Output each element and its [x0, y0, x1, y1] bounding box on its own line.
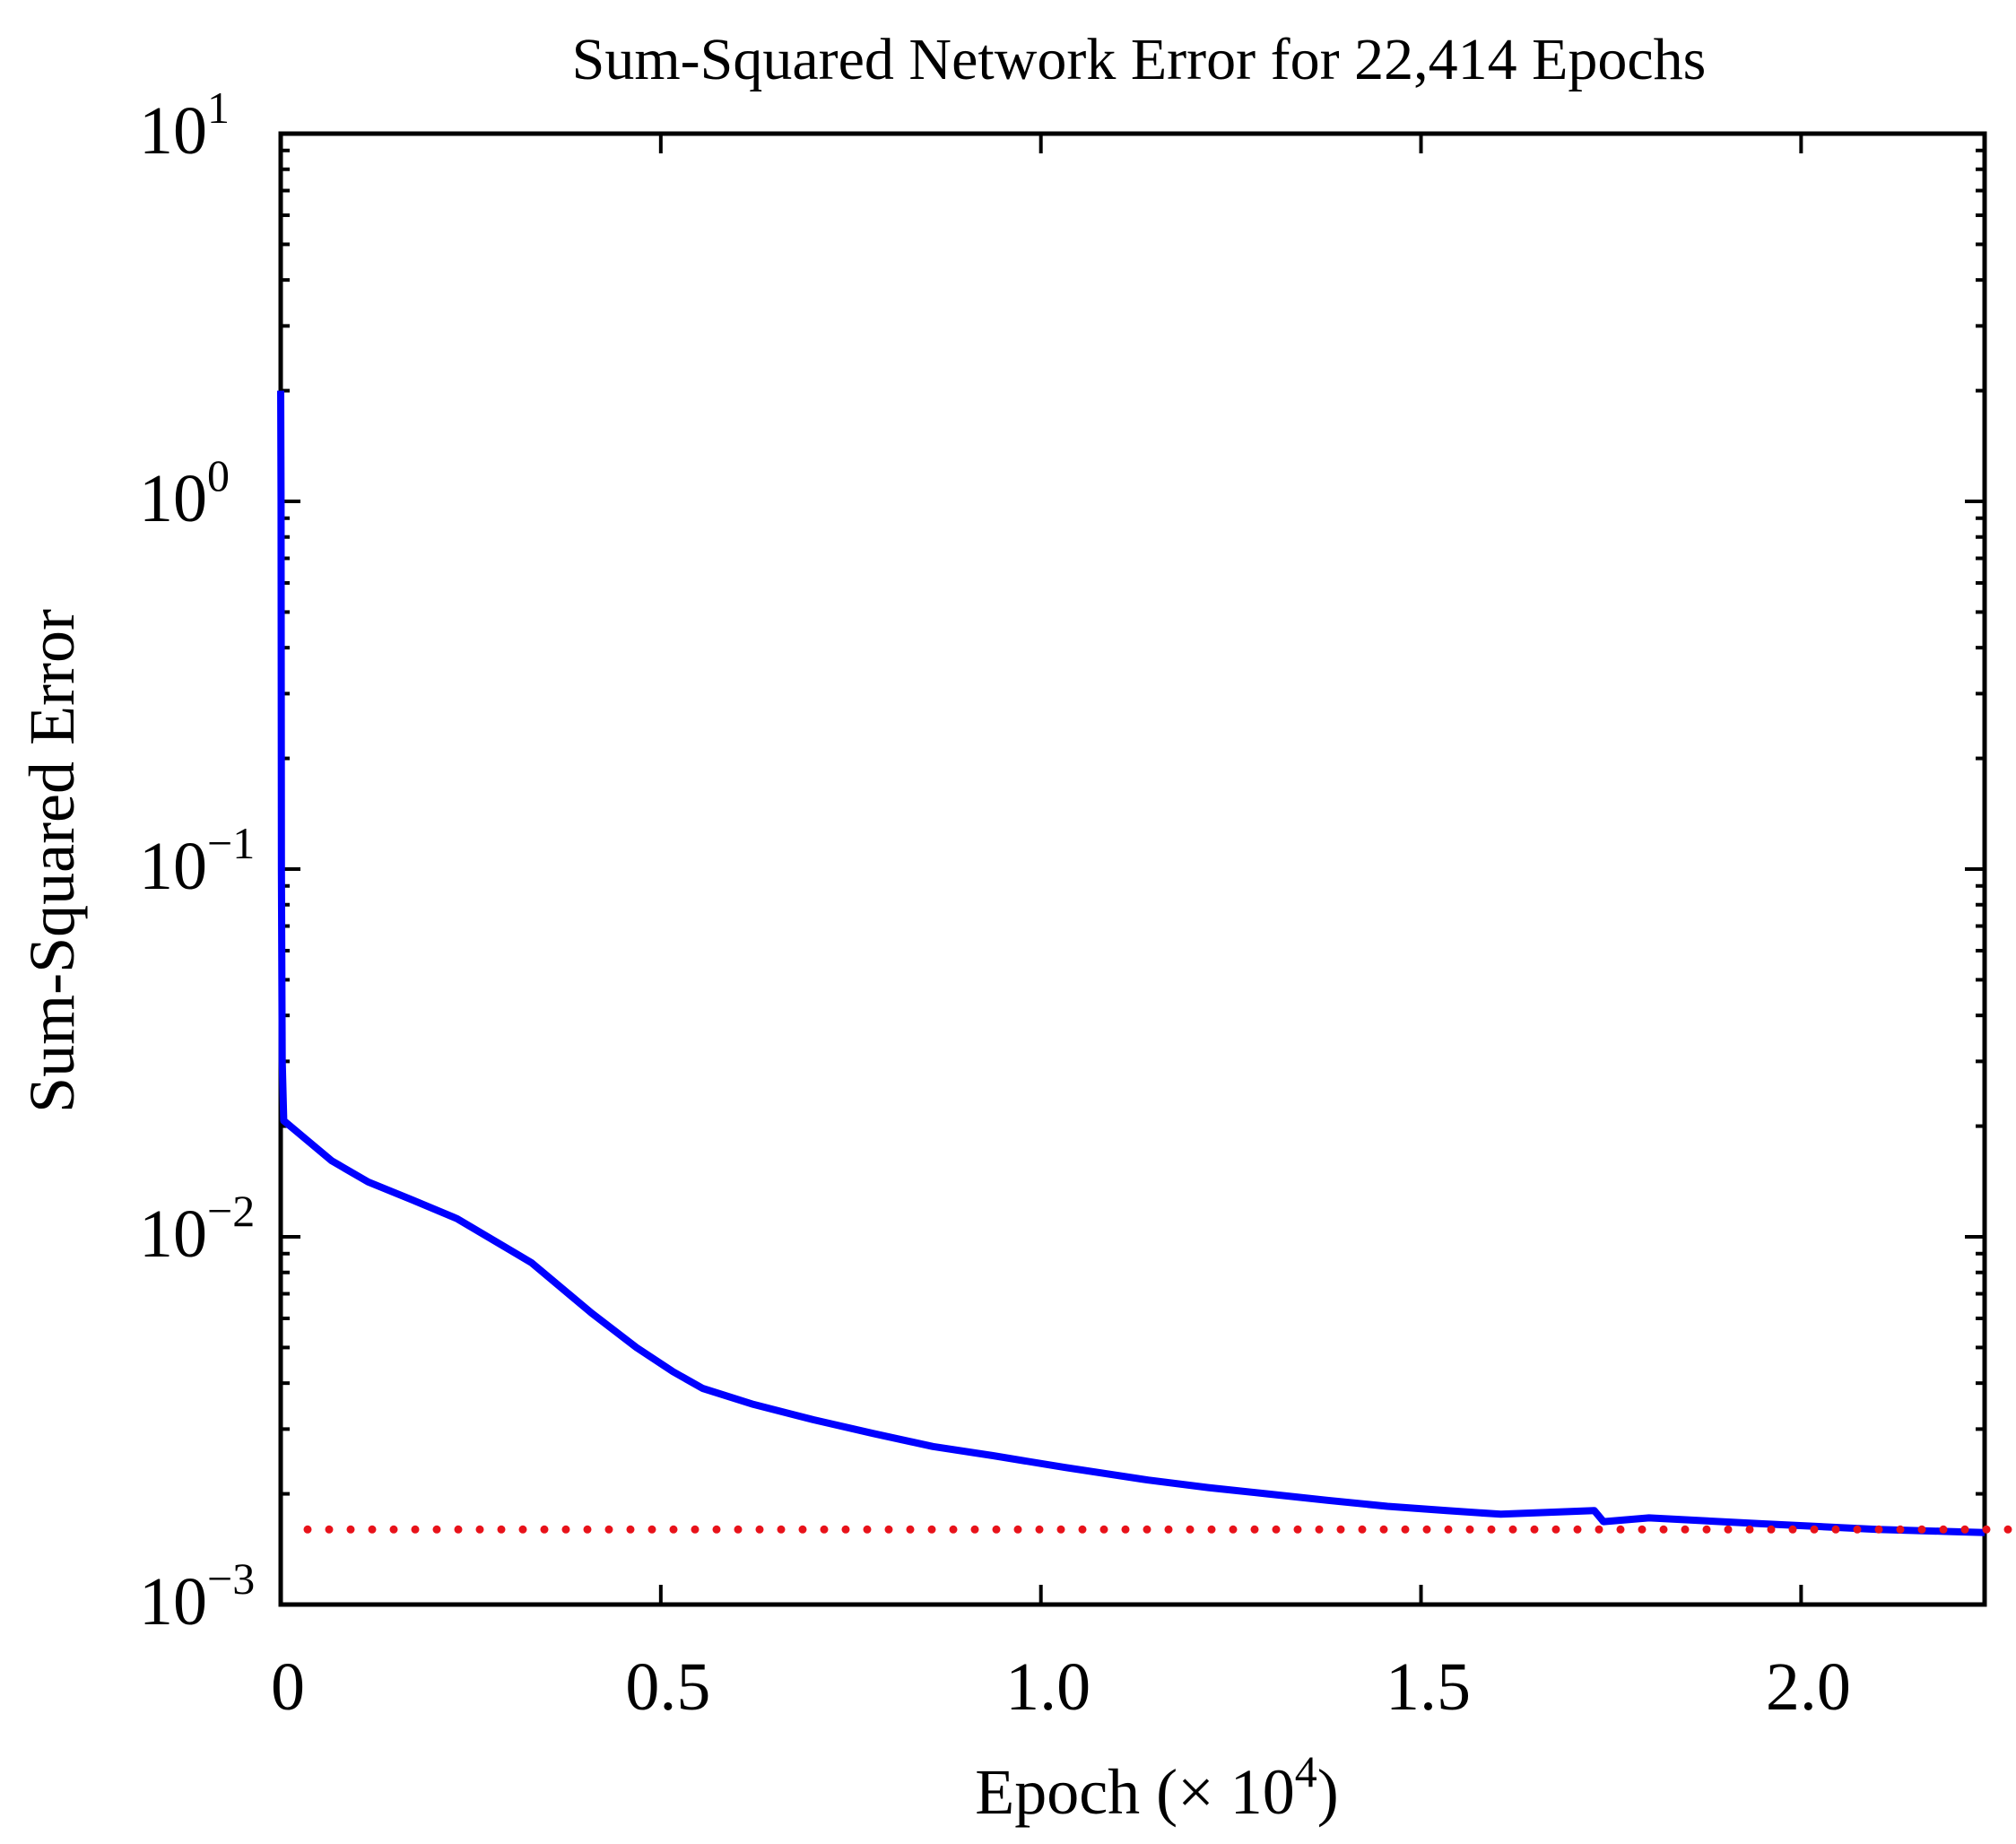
y-axis-label: Sum-Squared Error	[16, 609, 88, 1113]
x-tick-label: 2.0	[1766, 1649, 1851, 1725]
x-tick-labels: 0 0.5 1.0 1.5 2.0	[271, 1649, 1851, 1725]
x-tick-label: 1.5	[1386, 1649, 1471, 1725]
x-axis-label-text: Epoch (× 10	[975, 1756, 1295, 1828]
x-tick-label: 0	[271, 1649, 305, 1725]
plot-frame	[278, 131, 1987, 1607]
plot-area	[277, 131, 2016, 1607]
series-layer	[277, 390, 2016, 1536]
y-minor-ticks	[281, 148, 1985, 1496]
y-tick-label: 10−2	[139, 1186, 255, 1272]
x-axis-label: Epoch (× 104)	[975, 1746, 1339, 1828]
x-tick-label: 0.5	[625, 1649, 710, 1725]
x-axis-label-exponent: 4	[1295, 1746, 1317, 1796]
y-tick-labels: 101 100 10−1 10−2 10−3	[139, 83, 255, 1640]
y-tick-label: 10−3	[139, 1553, 255, 1640]
major-ticks	[279, 132, 1985, 1606]
training-error-line	[277, 390, 1986, 1536]
x-axis-label-close: )	[1317, 1756, 1339, 1828]
y-tick-label: 100	[139, 450, 230, 536]
y-tick-label: 101	[139, 83, 230, 169]
chart-title: Sum-Squared Network Error for 22,414 Epo…	[572, 27, 1707, 92]
y-tick-label: 10−1	[139, 818, 255, 904]
x-tick-label: 1.0	[1005, 1649, 1091, 1725]
